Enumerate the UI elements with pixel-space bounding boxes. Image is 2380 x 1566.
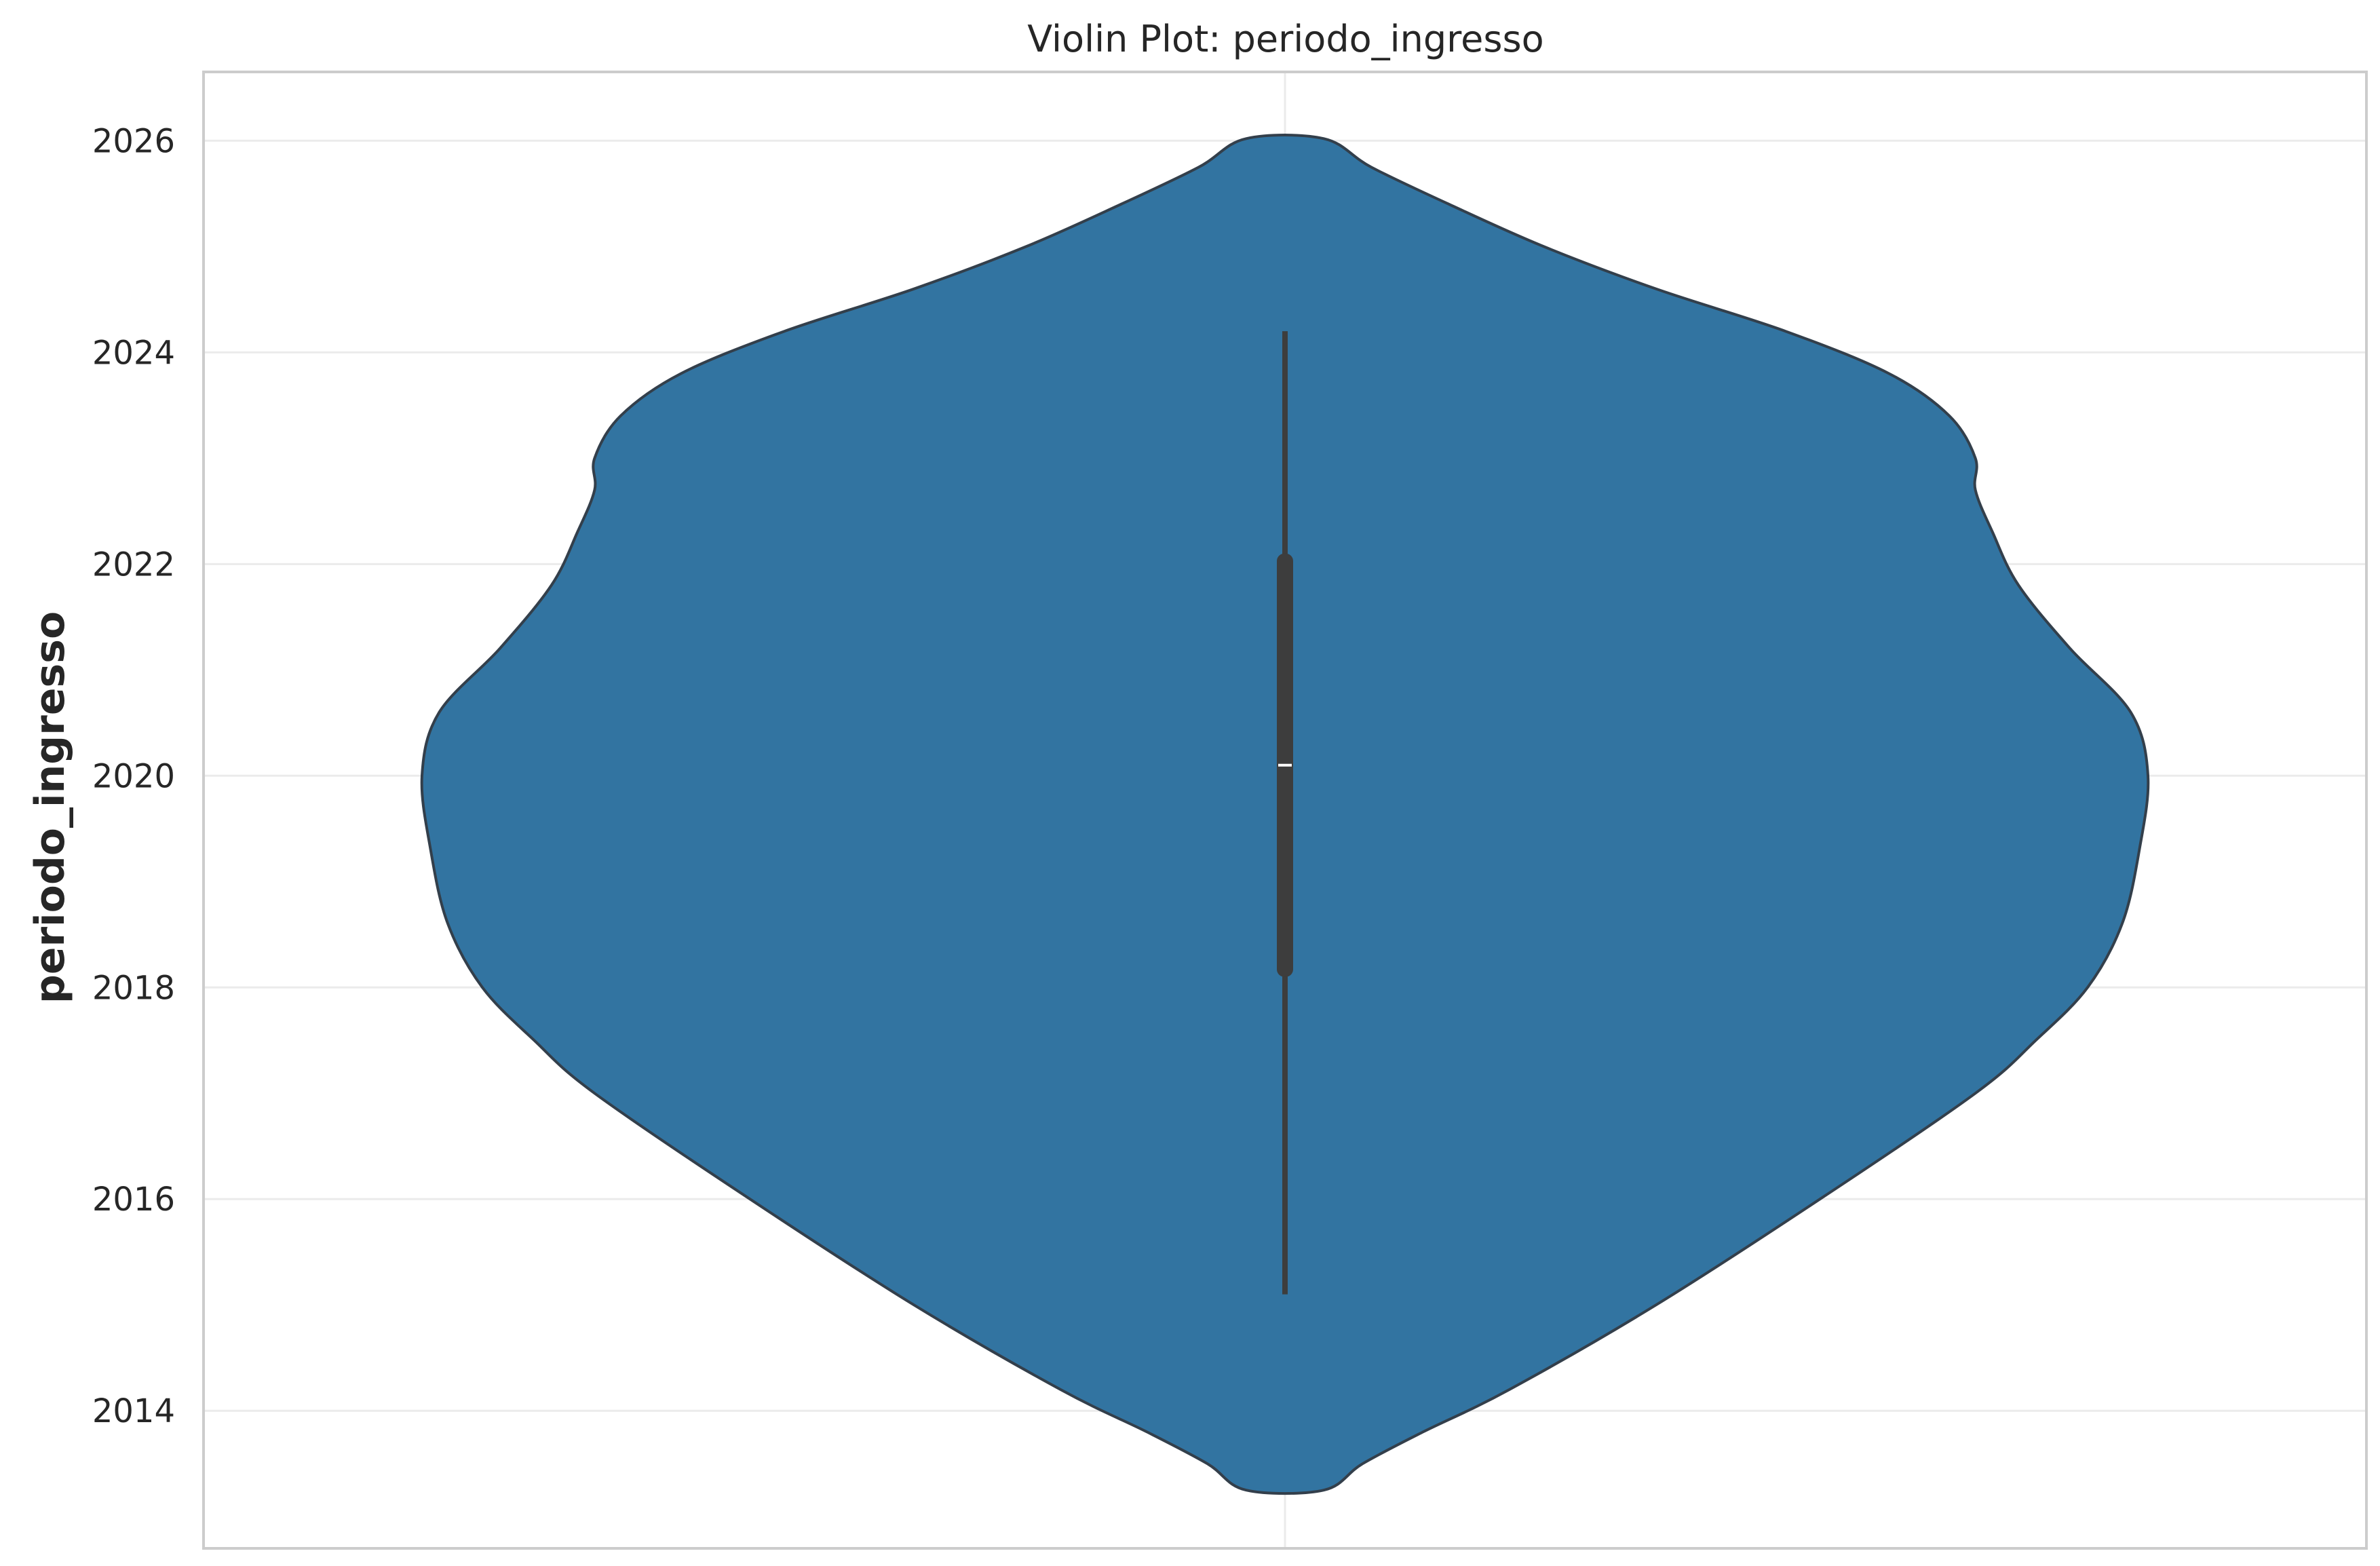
- y-tick-label: 2022: [92, 546, 175, 584]
- chart-title: Violin Plot: periodo_ingresso: [1027, 18, 1543, 60]
- inner-box-group: [1277, 331, 1293, 1295]
- y-tick-label: 2020: [92, 757, 175, 795]
- y-tick-label: 2024: [92, 334, 175, 372]
- y-axis-ticks: 2014 2016 2018 2020 2022 2024 2026: [92, 122, 175, 1430]
- y-axis-label: periodo_ingresso: [26, 611, 74, 1004]
- y-tick-label: 2016: [92, 1181, 175, 1219]
- plot-frame: [202, 71, 2368, 1550]
- y-tick-label: 2018: [92, 969, 175, 1007]
- y-tick-label: 2026: [92, 122, 175, 160]
- y-tick-label: 2014: [92, 1392, 175, 1430]
